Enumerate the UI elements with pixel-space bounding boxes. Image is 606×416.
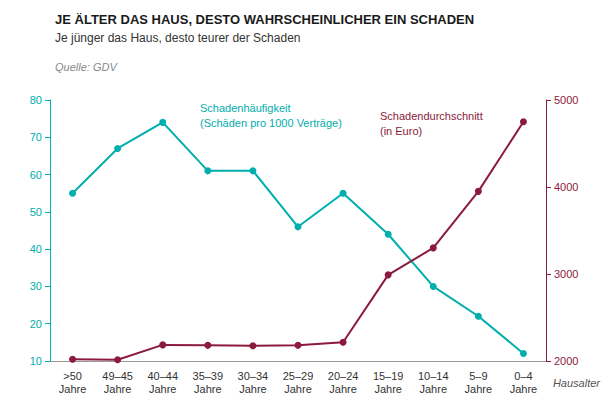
svg-text:2000: 2000 <box>554 355 578 367</box>
svg-text:3000: 3000 <box>554 268 578 280</box>
svg-text:Schadenhäufigkeit: Schadenhäufigkeit <box>200 102 291 114</box>
svg-text:5–9: 5–9 <box>469 370 487 382</box>
svg-text:10: 10 <box>30 355 42 367</box>
svg-text:(in Euro): (in Euro) <box>380 125 422 137</box>
svg-text:Jahre: Jahre <box>239 383 267 395</box>
svg-text:Quelle: GDV: Quelle: GDV <box>55 61 118 73</box>
svg-text:Schadendurchschnitt: Schadendurchschnitt <box>380 110 483 122</box>
svg-text:70: 70 <box>30 131 42 143</box>
svg-text:80: 80 <box>30 94 42 106</box>
svg-text:Jahre: Jahre <box>284 383 312 395</box>
svg-text:25–29: 25–29 <box>283 370 314 382</box>
svg-text:Jahre: Jahre <box>510 383 538 395</box>
svg-text:50: 50 <box>30 206 42 218</box>
svg-text:49–45: 49–45 <box>102 370 133 382</box>
svg-text:Jahre: Jahre <box>149 383 177 395</box>
svg-text:Jahre: Jahre <box>59 383 87 395</box>
svg-text:JE ÄLTER DAS HAUS, DESTO WAHRS: JE ÄLTER DAS HAUS, DESTO WAHRSCHEINLICHE… <box>55 12 474 27</box>
svg-text:5000: 5000 <box>554 94 578 106</box>
svg-text:15–19: 15–19 <box>373 370 404 382</box>
svg-text:0–4: 0–4 <box>514 370 532 382</box>
svg-text:40: 40 <box>30 243 42 255</box>
svg-text:(Schäden pro 1000 Verträge): (Schäden pro 1000 Verträge) <box>200 117 342 129</box>
svg-text:Je jünger das Haus, desto teur: Je jünger das Haus, desto teurer der Sch… <box>55 31 300 45</box>
svg-text:35–39: 35–39 <box>193 370 224 382</box>
svg-text:>50: >50 <box>63 370 82 382</box>
svg-text:30: 30 <box>30 280 42 292</box>
svg-text:4000: 4000 <box>554 181 578 193</box>
svg-text:Hausalter: Hausalter <box>553 377 601 389</box>
svg-text:60: 60 <box>30 169 42 181</box>
svg-text:10–14: 10–14 <box>418 370 449 382</box>
svg-text:Jahre: Jahre <box>194 383 222 395</box>
svg-text:Jahre: Jahre <box>374 383 402 395</box>
svg-text:Jahre: Jahre <box>329 383 357 395</box>
svg-text:Jahre: Jahre <box>104 383 132 395</box>
svg-text:20–24: 20–24 <box>328 370 359 382</box>
svg-text:20: 20 <box>30 318 42 330</box>
svg-text:Jahre: Jahre <box>420 383 448 395</box>
svg-text:30–34: 30–34 <box>238 370 269 382</box>
svg-text:40–44: 40–44 <box>147 370 178 382</box>
svg-text:Jahre: Jahre <box>465 383 493 395</box>
